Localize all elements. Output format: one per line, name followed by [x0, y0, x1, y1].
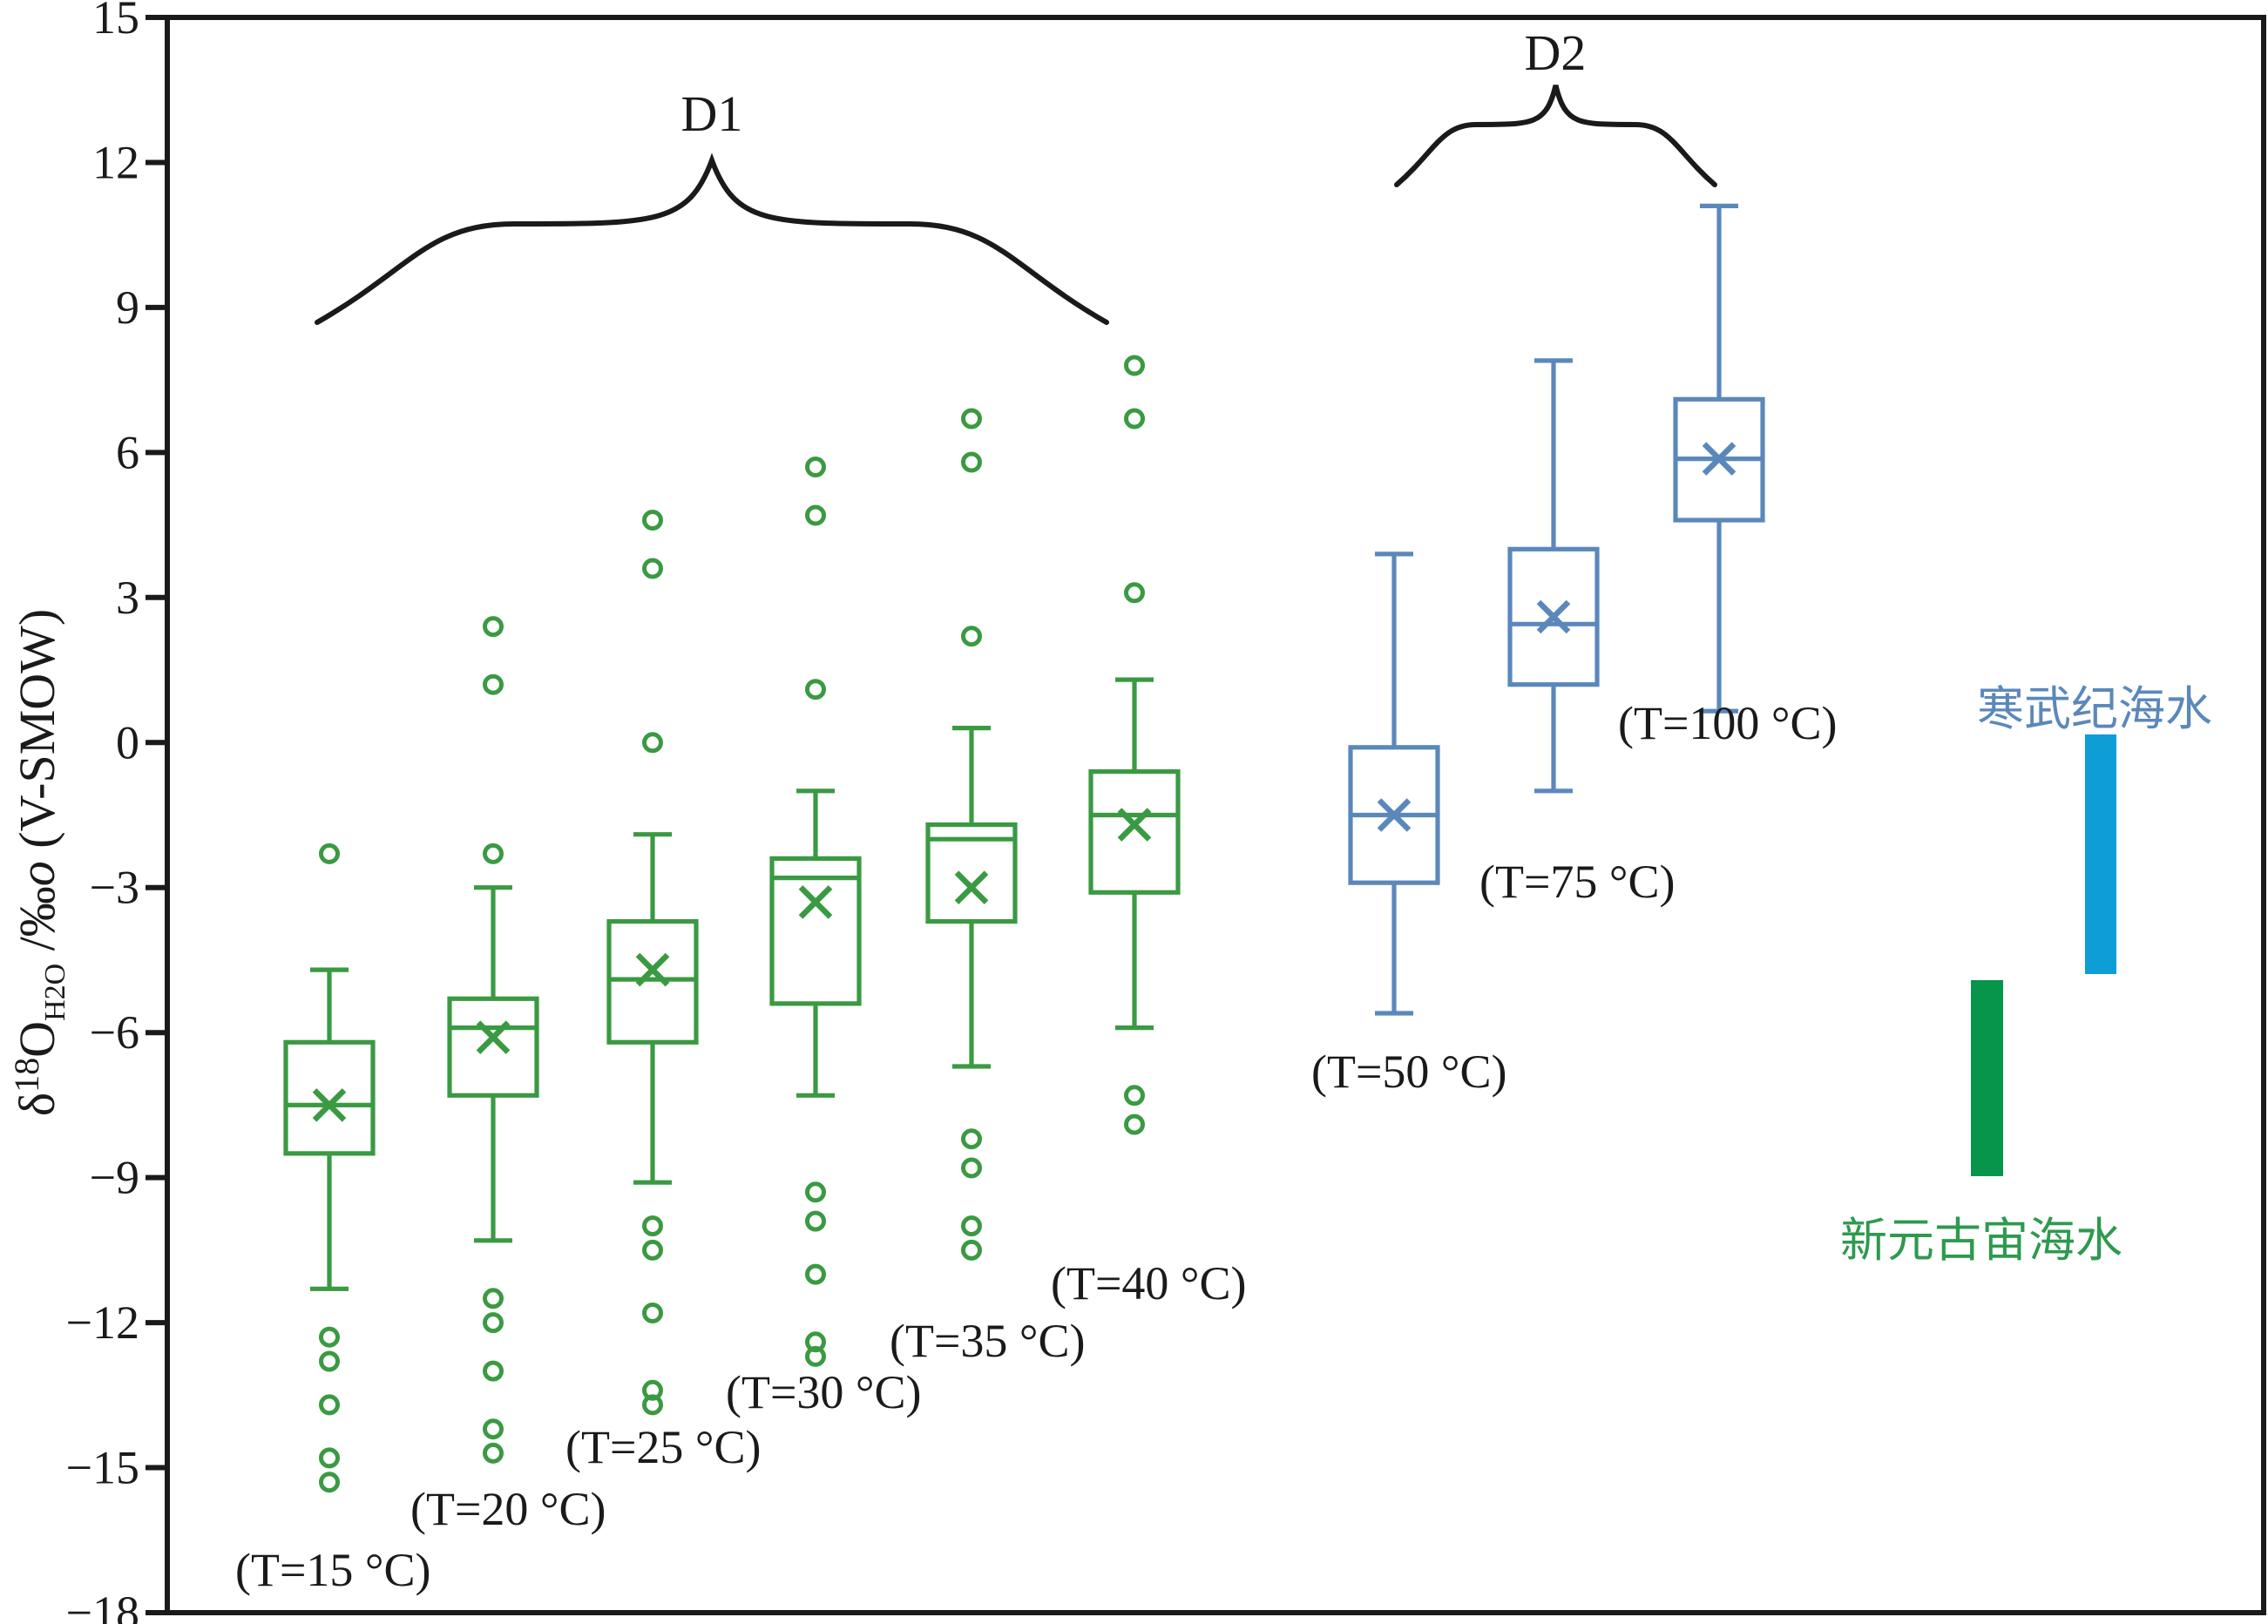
svg-text:D2: D2 — [1525, 24, 1587, 81]
svg-text:(T=15 °C): (T=15 °C) — [235, 1544, 431, 1596]
svg-text:−18: −18 — [66, 1587, 139, 1624]
svg-text:15: 15 — [92, 0, 139, 44]
svg-text:新元古宙海水: 新元古宙海水 — [1840, 1215, 2122, 1267]
svg-text:−9: −9 — [90, 1152, 139, 1204]
svg-text:(T=35 °C): (T=35 °C) — [890, 1315, 1086, 1367]
svg-text:δ18OH2O /‰o (V-SMOW): δ18OH2O /‰o (V-SMOW) — [7, 609, 71, 1116]
svg-text:(T=50 °C): (T=50 °C) — [1311, 1045, 1507, 1098]
svg-text:12: 12 — [92, 137, 139, 189]
svg-text:−12: −12 — [66, 1296, 139, 1349]
svg-text:9: 9 — [116, 281, 139, 334]
svg-text:(T=100 °C): (T=100 °C) — [1618, 697, 1838, 749]
svg-text:−6: −6 — [90, 1006, 139, 1059]
svg-text:3: 3 — [116, 572, 139, 624]
svg-text:(T=30 °C): (T=30 °C) — [726, 1366, 922, 1418]
svg-text:(T=25 °C): (T=25 °C) — [565, 1421, 762, 1473]
svg-text:(T=20 °C): (T=20 °C) — [410, 1483, 606, 1535]
svg-text:0: 0 — [116, 716, 139, 768]
svg-text:(T=75 °C): (T=75 °C) — [1479, 856, 1676, 908]
svg-text:寒武纪海水: 寒武纪海水 — [1977, 683, 2212, 735]
svg-text:(T=40 °C): (T=40 °C) — [1051, 1257, 1247, 1309]
svg-text:D1: D1 — [681, 85, 743, 142]
svg-text:−15: −15 — [66, 1442, 139, 1494]
svg-text:6: 6 — [116, 426, 139, 478]
svg-text:−3: −3 — [90, 862, 139, 914]
